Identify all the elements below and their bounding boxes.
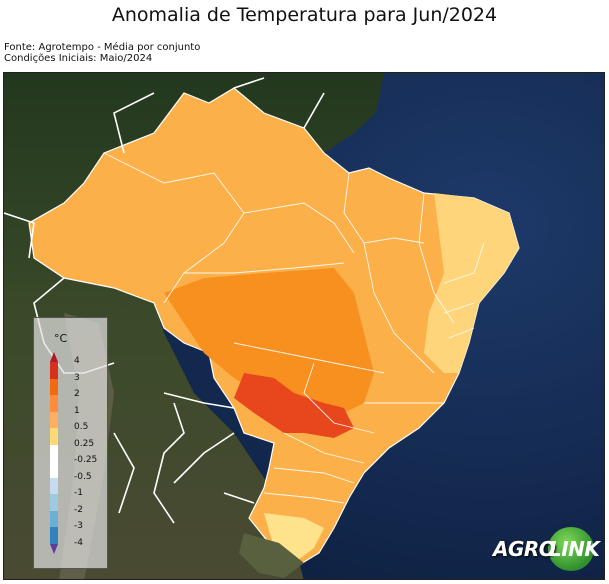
state-borders (103, 152, 485, 504)
init-line: Condições Iniciais: Maio/2024 (4, 53, 153, 64)
legend-swatch (50, 527, 58, 544)
country-borders (4, 77, 325, 524)
legend-label: -1 (74, 488, 83, 498)
chart-title: Anomalia de Temperatura para Jun/2024 (111, 4, 498, 26)
legend-label: -0.25 (74, 455, 98, 465)
legend-label: -2 (74, 504, 83, 515)
zone-orange-central (164, 268, 374, 423)
legend-swatch (50, 378, 58, 395)
legend-label: -0.5 (74, 471, 92, 482)
legend-swatch (50, 428, 58, 445)
legend-swatch (50, 494, 58, 511)
zone-red-hotspot (234, 373, 354, 438)
legend-label: 0.25 (74, 438, 95, 449)
legend-level: 3 (34, 373, 109, 395)
legend-overflow-low (50, 543, 58, 554)
legend-level: 4 (34, 356, 109, 379)
legend-label: -3 (74, 521, 83, 531)
legend-label: 4 (74, 356, 80, 366)
legend: °C 4 3 2 1 0.5 0.25 -0.25 -0.5 -1 -2 -3 -4 (33, 317, 108, 569)
legend-level: -3 (34, 521, 109, 544)
legend-level: 0.25 (34, 439, 109, 461)
legend-overflow-high (50, 352, 58, 362)
zone-light-ne (424, 193, 519, 373)
legend-swatch (50, 461, 58, 478)
legend-label: -4 (74, 537, 83, 548)
legend-level: -0.5 (34, 472, 109, 494)
source-line: Fonte: Agrotempo - Média por conjunto (4, 42, 201, 53)
legend-level: -1 (34, 488, 109, 511)
legend-level: -2 (34, 505, 109, 527)
legend-swatch (50, 444, 58, 461)
legend-swatch (50, 362, 58, 379)
legend-label: 3 (74, 372, 80, 383)
uruguay (239, 533, 304, 578)
legend-level: 2 (34, 389, 109, 412)
agrolink-logo: AGRO LINK (493, 527, 600, 571)
legend-swatch (50, 395, 58, 412)
legend-swatch (50, 510, 58, 527)
legend-level: 0.5 (34, 422, 109, 445)
legend-label: 2 (74, 389, 80, 399)
legend-swatch (50, 477, 58, 494)
legend-level: -0.25 (34, 455, 109, 478)
legend-unit: °C (54, 332, 68, 345)
logo-text-link: LINK (549, 537, 600, 561)
legend-level: -4 (34, 538, 109, 560)
logo-text-agro: AGRO (493, 537, 556, 561)
legend-level: 1 (34, 406, 109, 428)
legend-swatch (50, 411, 58, 428)
legend-label: 1 (74, 405, 80, 416)
legend-label: 0.5 (74, 422, 89, 432)
logo-circle (548, 527, 594, 571)
